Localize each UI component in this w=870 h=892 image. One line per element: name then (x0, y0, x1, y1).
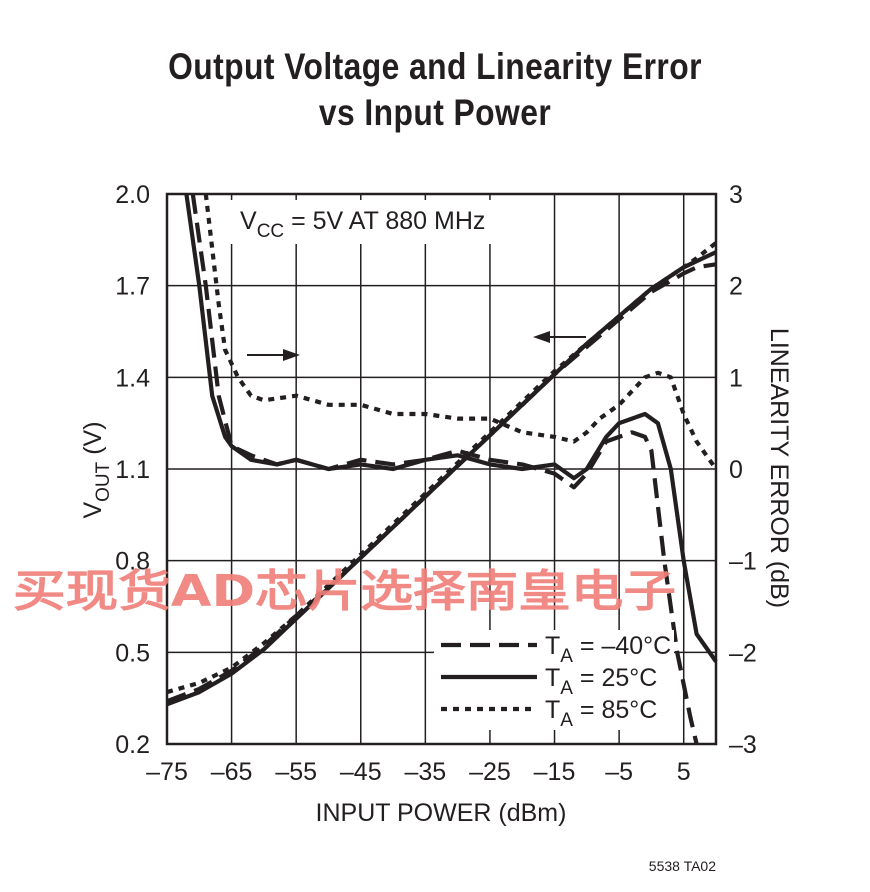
x-tick-label: –15 (534, 758, 576, 786)
linearity-error-line-dashed (190, 193, 699, 745)
y-left-tick-label: 2.0 (115, 181, 150, 209)
linearity-error-line-solid (184, 193, 718, 663)
y-left-tick-label: 0.8 (115, 548, 150, 576)
y-right-tick-label: 2 (729, 273, 743, 301)
x-tick-label: –75 (146, 758, 188, 786)
figure-id: 5538 TA02 (649, 858, 716, 874)
vcc-annotation: VCC = 5V AT 880 MHz (240, 207, 485, 242)
curves (166, 193, 718, 745)
legend-label: TA = 25°C (545, 664, 657, 699)
y-left-tick-label: 1.4 (115, 364, 150, 392)
plot-frame (165, 192, 718, 746)
y-left-tick-label: 0.2 (115, 731, 150, 759)
legend-label: TA = 85°C (545, 696, 657, 731)
y-right-tick-labels: 3 2 1 0 –1 –2 –3 (729, 181, 757, 759)
y-right-tick-label: –1 (729, 548, 757, 576)
x-tick-label: 5 (677, 758, 691, 786)
y-left-tick-label: 0.5 (115, 639, 150, 667)
x-tick-label: –45 (340, 758, 382, 786)
x-tick-label: –5 (605, 758, 633, 786)
x-tick-label: –35 (404, 758, 446, 786)
y-right-axis-label: LINEARITY ERROR (dB) (765, 328, 793, 608)
y-right-tick-label: 1 (729, 364, 743, 392)
chart-title-line-1: Output Voltage and Linearity Error (168, 46, 702, 87)
watermark: 买现货AD芯片选择南皇电子 (13, 566, 676, 617)
y-left-tick-labels: 2.0 1.7 1.4 1.1 0.8 0.5 0.2 (115, 181, 150, 759)
vout-line-solid (166, 250, 717, 707)
x-tick-labels: –75 –65 –55 –45 –35 –25 –15 –5 5 (146, 758, 691, 786)
legend-label: TA = –40°C (545, 632, 671, 667)
arrow-left-icon (533, 331, 586, 343)
y-left-tick-label: 1.7 (115, 273, 150, 301)
vout-line-dotted (166, 241, 718, 695)
x-tick-label: –25 (469, 758, 511, 786)
annotation-background (230, 200, 500, 244)
y-right-tick-label: 0 (729, 456, 743, 484)
y-right-tick-label: –3 (729, 731, 757, 759)
x-tick-label: –65 (211, 758, 253, 786)
chart-title-line-2: vs Input Power (318, 92, 552, 133)
y-right-tick-label: –2 (729, 639, 757, 667)
y-left-axis-label: VOUT (V) (79, 421, 114, 518)
x-axis-label: INPUT POWER (dBm) (316, 799, 567, 827)
x-tick-label: –55 (275, 758, 317, 786)
arrow-right-icon (247, 349, 300, 361)
y-left-tick-label: 1.1 (115, 456, 150, 484)
y-right-tick-label: 3 (729, 181, 743, 209)
legend: TA = –40°CTA = 25°CTA = 85°C (441, 632, 671, 731)
linearity-error-line-dotted (203, 193, 718, 471)
